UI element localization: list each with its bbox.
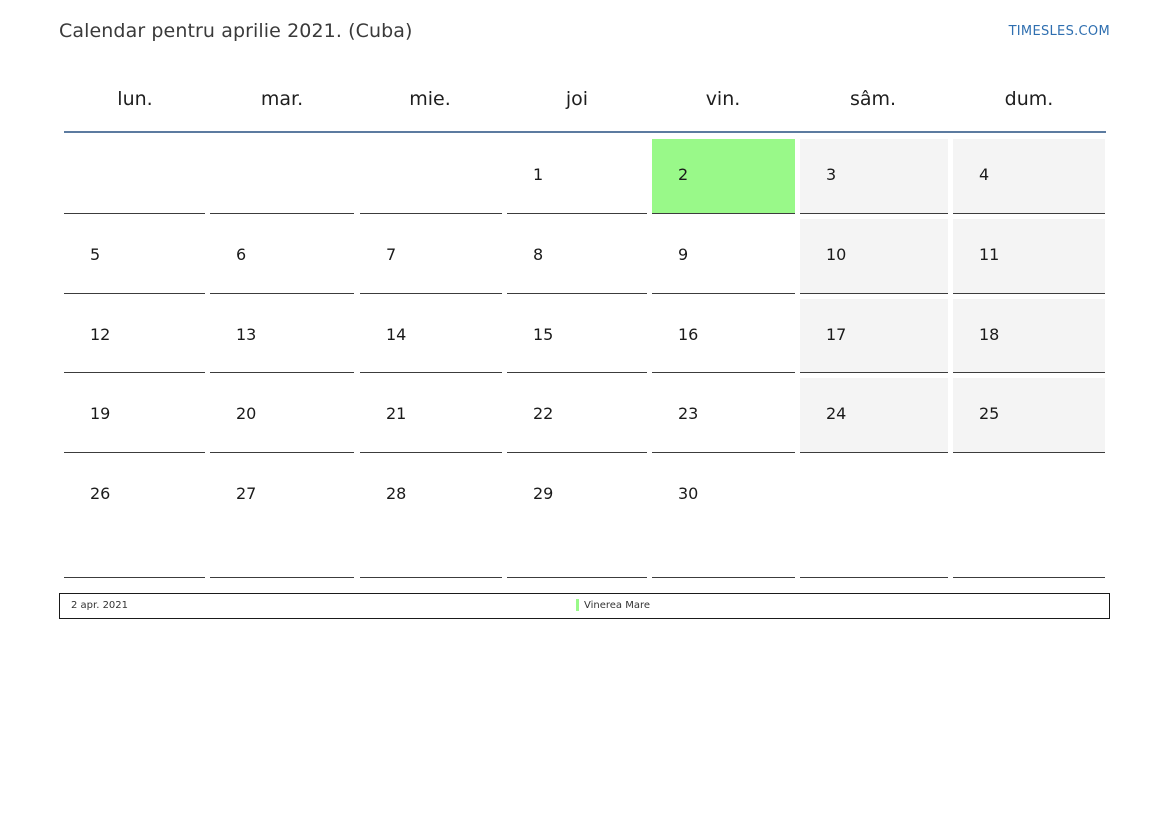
day-number: 27: [236, 484, 257, 503]
day-number: 11: [979, 245, 1000, 264]
holiday-color-marker: [576, 599, 579, 611]
day-cell[interactable]: 24: [800, 378, 948, 453]
empty-cell: [210, 139, 354, 214]
day-number: 28: [386, 484, 407, 503]
day-cell[interactable]: 10: [800, 219, 948, 294]
day-number: 14: [386, 325, 407, 344]
holiday-legend: 2 apr. 2021 Vinerea Mare: [59, 593, 1110, 619]
day-number: 5: [90, 245, 101, 264]
day-number: 22: [533, 404, 554, 423]
site-link[interactable]: TIMESLES.COM: [1008, 24, 1110, 39]
day-cell[interactable]: 2: [652, 139, 795, 214]
page-title: Calendar pentru aprilie 2021. (Cuba): [59, 20, 413, 42]
day-cell[interactable]: 1: [507, 139, 647, 214]
weekday-header-row: lun. mar. mie. joi vin. sâm. dum.: [0, 86, 1169, 116]
day-number: 23: [678, 404, 699, 423]
day-cell[interactable]: 17: [800, 299, 948, 373]
day-cell[interactable]: 3: [800, 139, 948, 214]
day-number: 25: [979, 404, 1000, 423]
day-number: 1: [533, 165, 544, 184]
day-number: 26: [90, 484, 111, 503]
weekday-label: dum.: [1004, 88, 1054, 110]
empty-cell: [360, 139, 502, 214]
day-number: 21: [386, 404, 407, 423]
day-cell[interactable]: 29: [507, 458, 647, 578]
empty-cell: [953, 458, 1105, 578]
day-number: 15: [533, 325, 554, 344]
day-cell[interactable]: 15: [507, 299, 647, 373]
day-number: 7: [386, 245, 397, 264]
day-cell[interactable]: 28: [360, 458, 502, 578]
day-cell[interactable]: 30: [652, 458, 795, 578]
day-cell[interactable]: 16: [652, 299, 795, 373]
day-cell[interactable]: 19: [64, 378, 205, 453]
day-number: 20: [236, 404, 257, 423]
day-cell[interactable]: 26: [64, 458, 205, 578]
day-cell[interactable]: 5: [64, 219, 205, 294]
day-number: 16: [678, 325, 699, 344]
day-cell[interactable]: 22: [507, 378, 647, 453]
day-number: 9: [678, 245, 689, 264]
day-cell[interactable]: 21: [360, 378, 502, 453]
day-cell[interactable]: 6: [210, 219, 354, 294]
day-number: 2: [678, 165, 689, 184]
day-number: 3: [826, 165, 837, 184]
day-cell[interactable]: 14: [360, 299, 502, 373]
weekday-label: mie.: [409, 88, 451, 110]
day-cell[interactable]: 27: [210, 458, 354, 578]
day-cell[interactable]: 9: [652, 219, 795, 294]
day-cell[interactable]: 12: [64, 299, 205, 373]
day-number: 4: [979, 165, 990, 184]
day-cell[interactable]: 4: [953, 139, 1105, 214]
day-number: 30: [678, 484, 699, 503]
weekday-label: lun.: [117, 88, 153, 110]
day-number: 6: [236, 245, 247, 264]
weekday-label: joi: [565, 88, 589, 110]
day-cell[interactable]: 7: [360, 219, 502, 294]
day-cell[interactable]: 11: [953, 219, 1105, 294]
day-number: 17: [826, 325, 847, 344]
day-cell[interactable]: 25: [953, 378, 1105, 453]
day-cell[interactable]: 23: [652, 378, 795, 453]
empty-cell: [800, 458, 948, 578]
day-number: 12: [90, 325, 111, 344]
empty-cell: [64, 139, 205, 214]
day-cell[interactable]: 8: [507, 219, 647, 294]
header-divider: [64, 131, 1106, 133]
day-number: 8: [533, 245, 544, 264]
holiday-date: 2 apr. 2021: [71, 600, 129, 611]
day-number: 24: [826, 404, 847, 423]
day-number: 18: [979, 325, 1000, 344]
day-number: 19: [90, 404, 111, 423]
day-cell[interactable]: 13: [210, 299, 354, 373]
weekday-label: vin.: [705, 88, 741, 110]
weekday-label: mar.: [260, 88, 304, 110]
day-number: 10: [826, 245, 847, 264]
day-number: 13: [236, 325, 257, 344]
day-cell[interactable]: 18: [953, 299, 1105, 373]
day-cell[interactable]: 20: [210, 378, 354, 453]
weekday-label: sâm.: [849, 88, 897, 110]
day-number: 29: [533, 484, 554, 503]
holiday-name: Vinerea Mare: [584, 600, 651, 611]
